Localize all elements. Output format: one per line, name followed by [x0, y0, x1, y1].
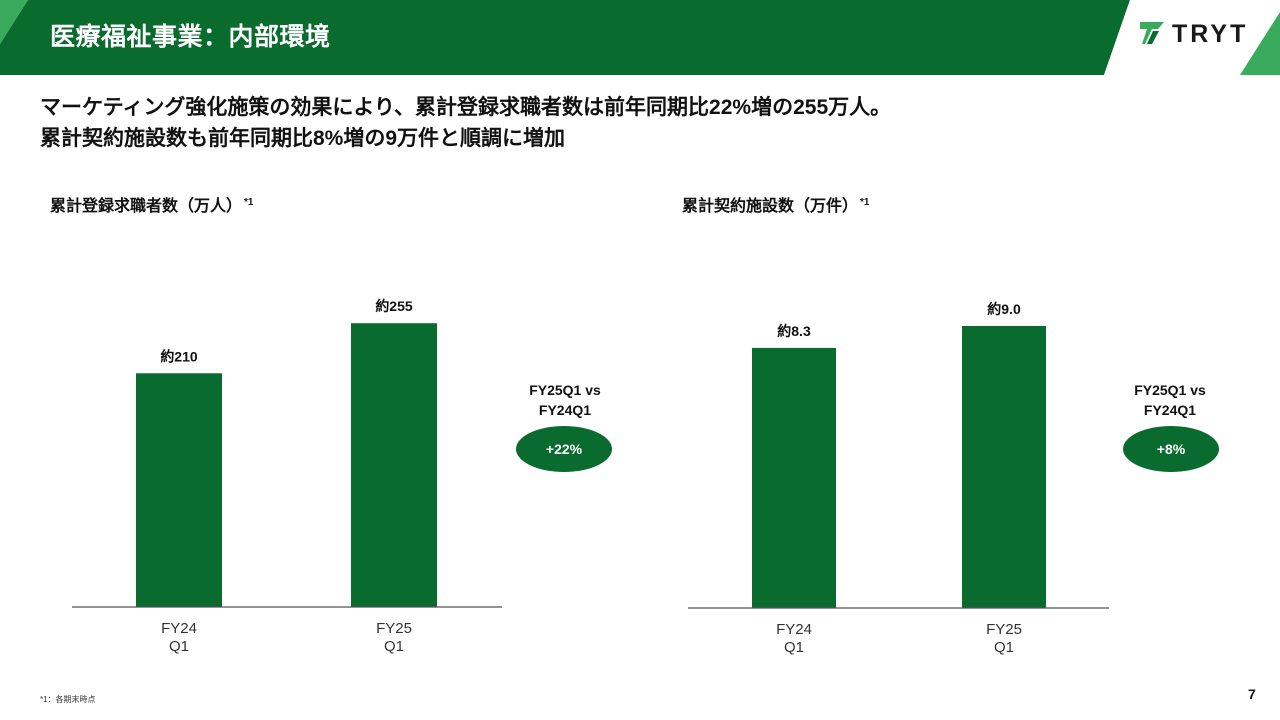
summary-text: マーケティング強化施策の効果により、累計登録求職者数は前年同期比22%増の255… [40, 92, 1240, 154]
chart-2-title-note: *1 [860, 196, 870, 208]
chart-2-bar-2 [962, 325, 1046, 608]
chart-2-category-label-2: FY25 Q1 [986, 621, 1022, 656]
chart-2-title-text: 累計契約施設数（万件） [682, 198, 859, 215]
chart-2-data-label-1: 約8.3 [777, 323, 811, 339]
chart-2-comparison-line-1: FY25Q1 vs [1134, 382, 1206, 398]
chart-2-data-label-2: 約9.0 [987, 301, 1021, 317]
chart-1-comparison-line-2: FY24Q1 [538, 402, 592, 418]
chart-2-facilities: 約8.3 FY24 Q1 約9.0 FY25 Q1 [688, 301, 1109, 656]
logo-text: TRYT [1172, 20, 1249, 48]
chart-1-category-label-2: FY25 Q1 [376, 620, 412, 655]
header-divider [1104, 0, 1132, 75]
header-background [0, 0, 1280, 75]
page-number: 7 [1248, 686, 1256, 702]
summary-line-1: マーケティング強化施策の効果により、累計登録求職者数は前年同期比22%増の255… [40, 96, 892, 119]
chart-1-title-text: 累計登録求職者数（万人） [50, 198, 243, 215]
logo: TRYT [1138, 18, 1258, 50]
chart-2-comparison-line-2: FY24Q1 [1143, 402, 1197, 418]
page-title: 医療福祉事業：内部環境 [50, 23, 331, 51]
chart-1-data-label-2: 約255 [375, 298, 413, 314]
header-band [0, 0, 1130, 75]
header-bar: 医療福祉事業：内部環境 TRYT [0, 0, 1280, 75]
chart-2-title: 累計契約施設数（万件） *1 [682, 192, 869, 216]
header-right-accent [1240, 12, 1280, 75]
chart-1-data-label-1: 約210 [160, 348, 198, 364]
chart-1-bar-2 [351, 323, 437, 607]
tryt-arrow-logo-icon [1140, 22, 1164, 44]
chart-1-title: 累計登録求職者数（万人） *1 [50, 192, 253, 216]
chart-1-job-seekers: 約210 FY24 Q1 約255 FY25 Q1 [72, 298, 502, 655]
summary-line-2: 累計契約施設数も前年同期比8%増の9万件と順調に増加 [40, 127, 566, 150]
chart-2-growth-badge: +8% [1123, 426, 1219, 472]
chart-2-bar-1 [752, 347, 836, 608]
chart-1-growth-badge: +22% [516, 426, 612, 472]
chart-2-comparison-label: FY25Q1 vs FY24Q1 [1100, 380, 1240, 420]
chart-2-category-label-1: FY24 Q1 [776, 621, 812, 656]
chart-1-title-note: *1 [244, 196, 254, 208]
chart-1-category-label-1: FY24 Q1 [161, 620, 197, 655]
chart-1-comparison-line-1: FY25Q1 vs [529, 382, 601, 398]
chart-1-comparison-label: FY25Q1 vs FY24Q1 [495, 380, 635, 420]
footnote: *1：各期末時点 [40, 695, 96, 704]
chart-1-bar-1 [136, 373, 222, 607]
